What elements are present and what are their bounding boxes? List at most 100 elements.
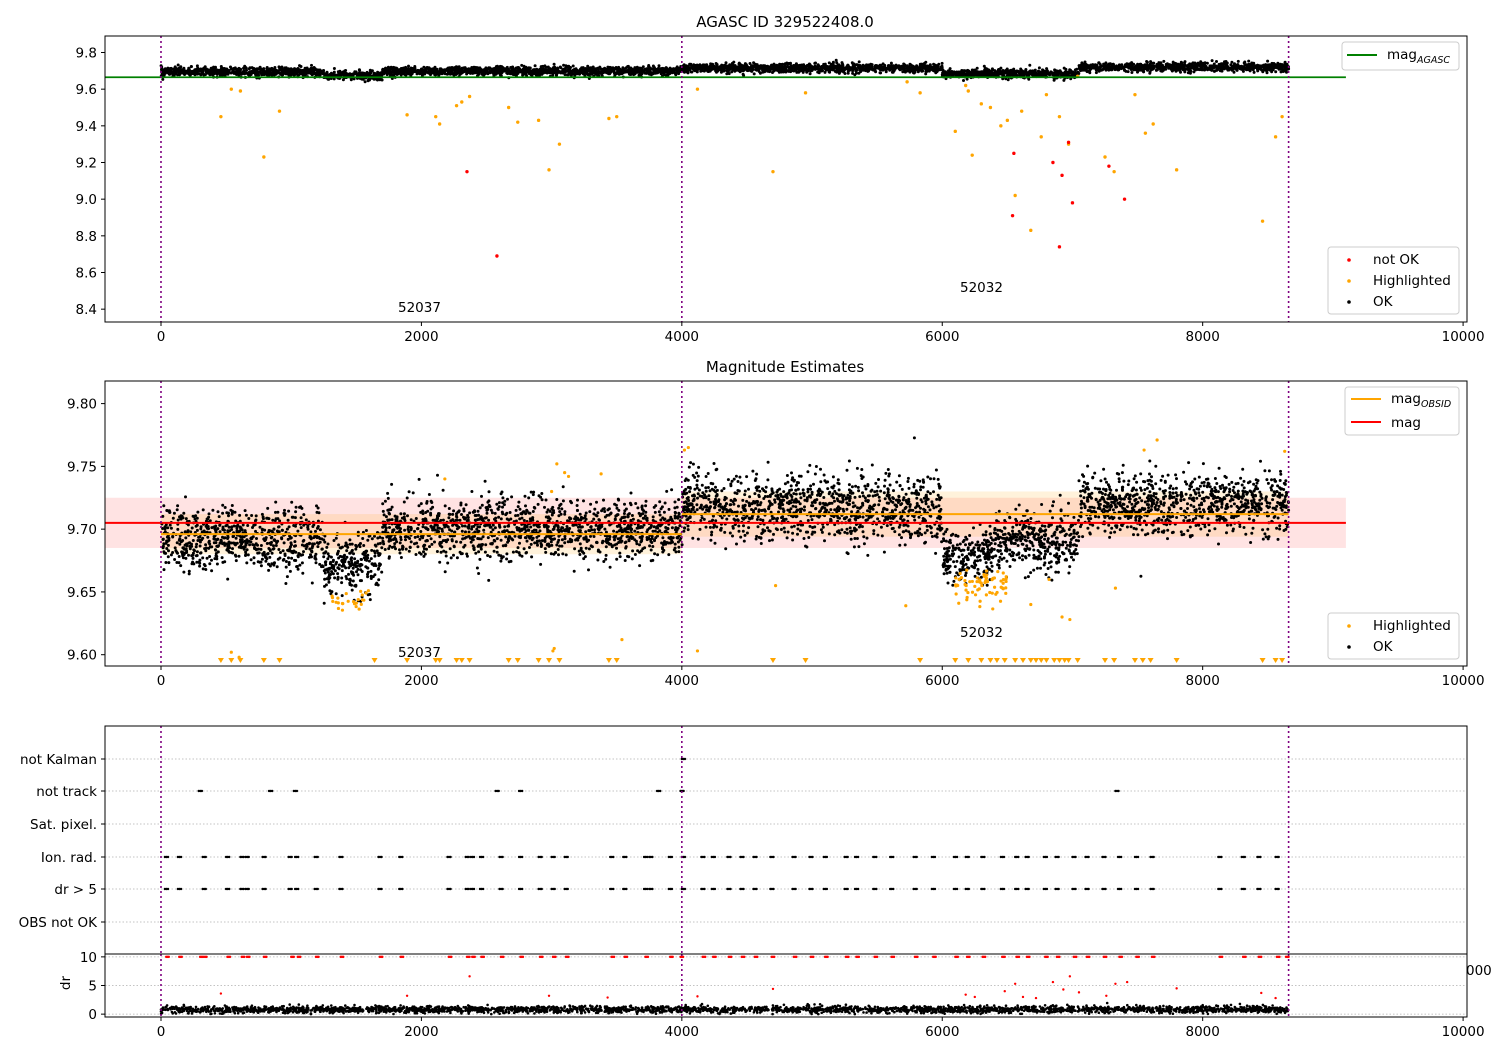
ok-point bbox=[1111, 62, 1115, 66]
highlighted-point bbox=[262, 155, 266, 159]
legend-marker-not-ok bbox=[1347, 258, 1351, 262]
ok-point bbox=[363, 80, 367, 84]
ok-point bbox=[283, 69, 287, 73]
ok-point bbox=[1090, 64, 1094, 68]
ok-point bbox=[1012, 73, 1016, 77]
ok-point bbox=[208, 542, 212, 546]
ok-point bbox=[714, 69, 718, 73]
highlighted-point bbox=[1005, 118, 1010, 123]
ok-point bbox=[193, 73, 197, 77]
ok-point bbox=[404, 70, 408, 74]
ok-point bbox=[1236, 59, 1240, 63]
ok-point bbox=[540, 71, 544, 75]
not-ok-point bbox=[495, 254, 499, 258]
ok-point bbox=[239, 67, 243, 71]
ok-point bbox=[1186, 66, 1190, 70]
ok-point bbox=[202, 73, 206, 77]
ok-point bbox=[846, 71, 850, 75]
highlighted-point bbox=[1260, 219, 1265, 223]
ok-point bbox=[232, 67, 236, 70]
ok-point bbox=[252, 561, 256, 565]
ok-point bbox=[695, 68, 699, 72]
ok-point bbox=[1279, 70, 1283, 74]
ok-point bbox=[515, 70, 519, 73]
ok-point bbox=[987, 70, 991, 74]
ok-point bbox=[1028, 63, 1032, 67]
ok-point bbox=[638, 66, 642, 70]
ok-point bbox=[290, 72, 294, 76]
panel1-ytick-label: 8.8 bbox=[76, 229, 97, 245]
highlighted-point bbox=[970, 153, 974, 157]
ok-point bbox=[195, 64, 199, 68]
ok-point bbox=[1071, 73, 1075, 77]
ok-point bbox=[289, 545, 292, 549]
ok-point bbox=[691, 67, 695, 71]
panel1-ytick-label: 8.6 bbox=[76, 266, 97, 282]
ok-point bbox=[612, 67, 616, 71]
ok-point bbox=[1142, 70, 1146, 74]
ok-point bbox=[1119, 67, 1123, 71]
ok-point bbox=[692, 63, 696, 67]
ok-point bbox=[893, 67, 897, 71]
ok-point bbox=[242, 66, 246, 70]
ok-point bbox=[1148, 65, 1152, 68]
ok-point bbox=[1059, 72, 1063, 76]
ok-point bbox=[967, 70, 971, 73]
ok-point bbox=[301, 571, 305, 575]
ok-point bbox=[617, 72, 621, 76]
ok-point bbox=[174, 67, 178, 71]
panel1-xtick-label: 6000 bbox=[925, 329, 959, 345]
panel1-xtick-label: 4000 bbox=[665, 329, 699, 345]
ok-point bbox=[777, 70, 781, 74]
ok-point bbox=[619, 68, 623, 72]
ok-point bbox=[961, 70, 964, 74]
ok-point bbox=[530, 73, 534, 76]
highlighted-point bbox=[803, 91, 808, 95]
ok-point bbox=[1210, 64, 1214, 68]
ok-point bbox=[495, 69, 499, 73]
ok-point bbox=[231, 551, 235, 555]
ok-point bbox=[309, 66, 313, 70]
ok-point bbox=[920, 69, 924, 73]
ok-point bbox=[1088, 68, 1092, 72]
ok-point bbox=[642, 69, 646, 73]
ok-point bbox=[784, 68, 788, 72]
ok-point bbox=[982, 64, 986, 68]
ok-point bbox=[1069, 68, 1072, 72]
ok-point bbox=[533, 64, 537, 68]
ok-point bbox=[1193, 61, 1197, 65]
ok-point bbox=[262, 67, 266, 71]
highlighted-point bbox=[905, 80, 909, 84]
ok-point bbox=[1276, 61, 1280, 65]
ok-point bbox=[493, 72, 497, 76]
ok-point bbox=[1162, 67, 1166, 71]
highlighted-point bbox=[953, 129, 957, 134]
highlighted-point bbox=[516, 120, 520, 124]
ok-point bbox=[296, 567, 300, 571]
ok-point bbox=[271, 72, 275, 76]
ok-point bbox=[799, 65, 803, 69]
ok-point bbox=[571, 72, 575, 76]
ok-point bbox=[1065, 71, 1069, 75]
ok-point bbox=[1217, 64, 1221, 68]
ok-point bbox=[1215, 68, 1219, 72]
ok-point bbox=[409, 72, 413, 76]
ok-point bbox=[641, 65, 645, 69]
ok-point bbox=[827, 61, 831, 65]
ok-point bbox=[265, 67, 269, 71]
legend-sub-agasc: AGASC bbox=[1416, 55, 1450, 66]
ok-point bbox=[1168, 64, 1172, 68]
panel1-obsid-label-52032: 52032 bbox=[960, 280, 1003, 296]
ok-point bbox=[275, 69, 279, 73]
ok-point bbox=[304, 72, 308, 75]
ok-point bbox=[769, 66, 772, 70]
ok-point bbox=[598, 65, 602, 69]
ok-point bbox=[918, 65, 921, 69]
ok-point bbox=[1048, 73, 1052, 77]
ok-point bbox=[1149, 60, 1153, 64]
ok-point bbox=[1192, 70, 1196, 74]
ok-point bbox=[1107, 67, 1111, 71]
ok-point bbox=[1247, 59, 1251, 63]
ok-point bbox=[599, 71, 603, 75]
ok-point bbox=[1238, 65, 1242, 68]
